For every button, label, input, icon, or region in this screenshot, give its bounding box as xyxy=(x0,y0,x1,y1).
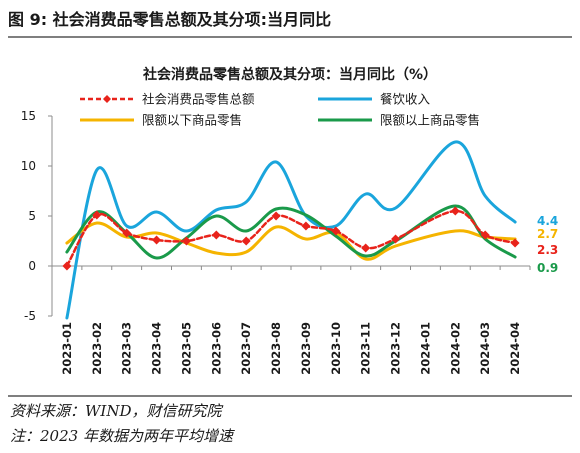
data-point-marker xyxy=(510,238,520,248)
top-rule xyxy=(8,36,572,38)
end-labels: 4.42.7 2.3 0.9 xyxy=(537,214,558,275)
x-tick-label: 2023-11 xyxy=(359,322,373,375)
x-tick-label: 2023-01 xyxy=(60,322,74,375)
x-tick-label: 2024-01 xyxy=(418,322,432,375)
series-group xyxy=(62,140,520,320)
x-tick-label: 2024-02 xyxy=(448,322,462,375)
bottom-rule xyxy=(8,395,572,397)
x-tick-label: 2023-12 xyxy=(389,322,403,375)
data-point-marker xyxy=(480,230,490,240)
x-tick-label: 2023-08 xyxy=(269,322,283,375)
x-tick-label: 2023-06 xyxy=(209,322,223,375)
end-label-3: 2.3 xyxy=(537,243,558,257)
x-tick-label: 2024-03 xyxy=(478,322,492,375)
source-note: 资料来源：WIND，财信研究院 xyxy=(10,402,222,420)
series-line-限额以上商品零售 xyxy=(65,204,517,260)
data-point-marker xyxy=(361,243,371,253)
footnote: 注：2023 年数据为两年平均增速 xyxy=(10,427,233,445)
data-point-marker xyxy=(331,226,341,236)
end-label-4: 0.9 xyxy=(537,261,558,275)
data-point-marker xyxy=(450,206,460,216)
x-tick-label: 2023-03 xyxy=(120,322,134,375)
legend-marker xyxy=(103,95,111,103)
y-tick-label: 0 xyxy=(28,259,36,273)
end-label-2: 2.7 xyxy=(537,227,558,241)
data-point-marker xyxy=(241,236,251,246)
x-tick-label: 2024-04 xyxy=(508,322,522,375)
line-chart: 社会消费品零售总额及其分项：当月同比（%） 社会消费品零售总额 餐饮收入限额以下商… xyxy=(21,66,559,375)
x-tick-label: 2023-09 xyxy=(299,322,313,375)
x-tick-label: 2023-10 xyxy=(329,322,343,375)
data-point-marker xyxy=(152,235,162,245)
x-tick-label: 2023-07 xyxy=(239,322,253,375)
data-point-marker xyxy=(122,228,132,238)
figure-title: 图 9: 社会消费品零售总额及其分项:当月同比 xyxy=(8,10,332,29)
legend-label-2: 餐饮收入 xyxy=(380,92,431,107)
x-tick-label: 2023-02 xyxy=(90,322,104,375)
series-line-餐饮收入 xyxy=(65,140,517,320)
y-tick-label: 15 xyxy=(21,109,36,123)
y-tick-label: 10 xyxy=(21,159,36,173)
end-label-1: 4.4 xyxy=(537,214,558,228)
x-tick-label: 2023-05 xyxy=(179,322,193,375)
legend-label-4: 限额以上商品零售 xyxy=(380,113,480,128)
y-tick-label: -5 xyxy=(24,309,36,323)
data-point-marker xyxy=(301,221,311,231)
y-axis: -5 0 5 10 15 xyxy=(21,109,53,323)
data-point-marker xyxy=(181,236,191,246)
data-point-marker xyxy=(92,210,102,220)
chart-title: 社会消费品零售总额及其分项：当月同比（%） xyxy=(142,66,437,83)
x-axis: 2023-01 2023-02 2023-03 2023-04 2023-05 2023-… xyxy=(51,265,531,375)
legend-label-3: 限额以下商品零售 xyxy=(142,113,242,128)
legend-label-1: 社会消费品零售总额 xyxy=(142,92,255,107)
data-point-marker xyxy=(391,234,401,244)
x-tick-label: 2023-04 xyxy=(150,322,164,375)
y-tick-label: 5 xyxy=(28,209,36,223)
data-point-marker xyxy=(62,261,72,271)
data-point-marker xyxy=(271,211,281,221)
data-point-marker xyxy=(211,230,221,240)
